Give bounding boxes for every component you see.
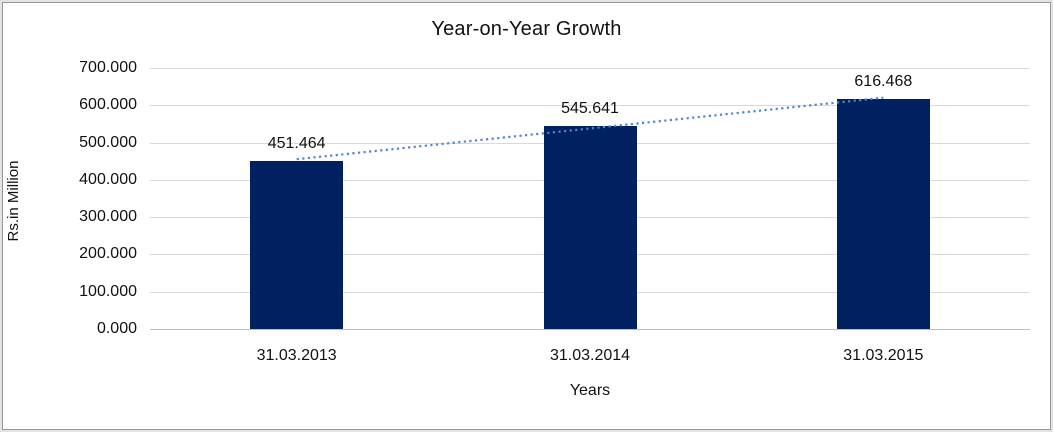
bar-31.03.2014	[543, 125, 637, 329]
gridline	[150, 68, 1030, 69]
bar-31.03.2013	[250, 160, 344, 329]
x-axis-title: Years	[569, 382, 611, 399]
y-tick-label: 600.000	[79, 96, 137, 114]
data-label: 545.641	[561, 99, 619, 117]
y-tick-label: 100.000	[79, 282, 137, 300]
trendline	[296, 96, 884, 161]
bar-31.03.2015	[836, 99, 930, 329]
x-axis-line	[150, 329, 1030, 330]
y-tick-label: 400.000	[79, 170, 137, 188]
trendline-layer	[296, 96, 884, 161]
y-axis-title: Rs.in Million	[5, 160, 22, 242]
x-category-label: 31.03.2013	[256, 347, 337, 364]
chart-title: Year-on-Year Growth	[431, 18, 622, 40]
x-category-label: 31.03.2015	[843, 347, 924, 364]
y-tick-label: 0.000	[96, 320, 137, 337]
data-label: 451.464	[267, 134, 326, 152]
data-label: 616.468	[854, 73, 913, 91]
y-tick-label: 200.000	[79, 245, 137, 263]
x-category-label: 31.03.2014	[549, 347, 631, 364]
plot-area: 700.000 600.000 500.000 400.000 300.000 200.0…	[79, 60, 1030, 364]
y-tick-label: 500.000	[79, 133, 137, 151]
y-tick-label: 700.000	[79, 59, 137, 76]
gridline	[150, 105, 1030, 107]
y-tick-label: 300.000	[79, 208, 137, 226]
